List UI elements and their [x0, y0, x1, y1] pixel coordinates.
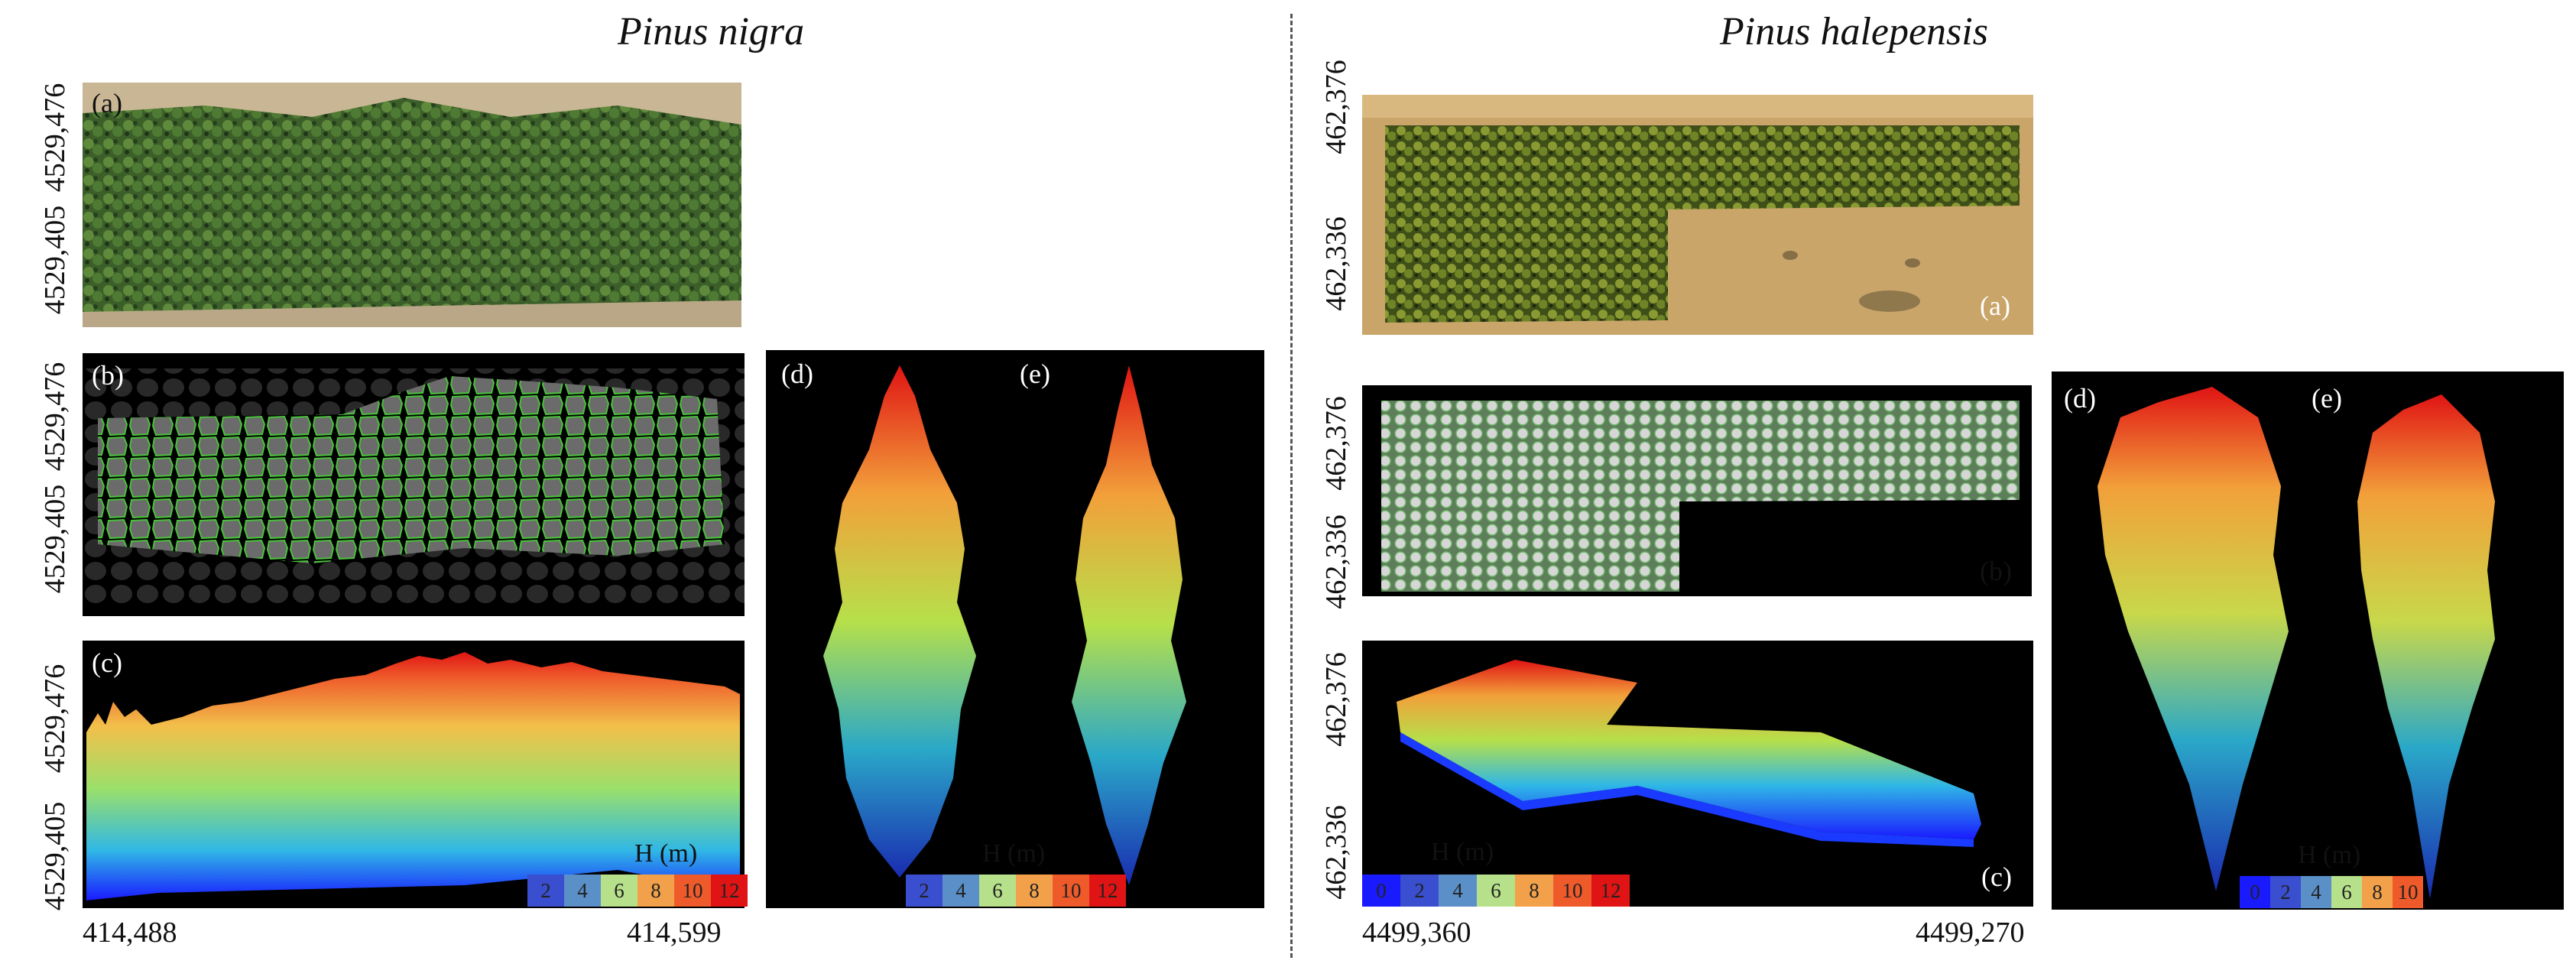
nigra-tree-e	[1072, 365, 1186, 885]
legend-cell: 12	[711, 875, 748, 907]
halepensis-label-b: (b)	[1980, 556, 2012, 586]
halepensis-orthophoto-panel: (a)	[1362, 95, 2033, 335]
halepensis-tree-height-legend: H (m) 0 2 4 6 8 10	[2240, 841, 2446, 911]
legend-cell: 4	[942, 875, 979, 907]
nigra-label-a: (a)	[92, 88, 122, 118]
nigra-c-ytop: 4529,476	[39, 664, 71, 774]
legend-cell: 12	[1591, 875, 1630, 907]
halepensis-a-ybottom: 462,336	[1320, 216, 1352, 311]
section-divider	[1290, 14, 1293, 958]
halepensis-x-left: 4499,360	[1362, 917, 1471, 949]
halepensis-label-d: (d)	[2064, 383, 2096, 414]
legend-cell: 10	[1053, 875, 1089, 907]
nigra-3d-height-legend: H (m) 2 4 6 8 10 12	[520, 839, 749, 910]
halepensis-tree-pointcloud-panel: (d) (e)	[2052, 372, 2564, 910]
nigra-x-right: 414,599	[627, 917, 722, 949]
legend-cell: 2	[527, 875, 564, 907]
title-pinus-nigra: Pinus nigra	[618, 10, 805, 54]
nigra-b-ybottom: 4529,405	[39, 484, 71, 594]
halepensis-label-a: (a)	[1980, 290, 2010, 321]
legend-cell: 0	[1362, 875, 1400, 907]
legend-cell: 4	[564, 875, 601, 907]
legend-cell: 2	[2270, 876, 2301, 908]
legend-cell: 6	[2331, 876, 2362, 908]
nigra-3d-canopy-panel: (c)	[83, 641, 745, 908]
legend-cell: 10	[2393, 876, 2423, 908]
halepensis-c-ytop: 462,376	[1320, 652, 1352, 747]
nigra-label-c: (c)	[92, 647, 122, 678]
halepensis-b-ytop: 462,376	[1320, 396, 1352, 491]
nigra-label-b: (b)	[92, 360, 124, 391]
halepensis-segmentation-panel: (b)	[1362, 385, 2032, 596]
legend-title: H (m)	[634, 839, 698, 868]
title-pinus-halepensis: Pinus halepensis	[1720, 10, 1988, 54]
legend-cell: 12	[1089, 875, 1126, 907]
legend-cell: 8	[638, 875, 674, 907]
legend-cell: 4	[2301, 876, 2331, 908]
nigra-b-ytop: 4529,476	[39, 362, 71, 472]
halepensis-tree-d	[2097, 387, 2289, 891]
legend-cell: 8	[1515, 875, 1553, 907]
legend-cell: 6	[1477, 875, 1515, 907]
legend-cell: 6	[979, 875, 1016, 907]
nigra-tree-d	[823, 365, 976, 878]
halepensis-label-c: (c)	[1981, 862, 2012, 892]
legend-cell: 2	[906, 875, 942, 907]
nigra-label-e: (e)	[1020, 359, 1050, 389]
nigra-x-left: 414,488	[83, 917, 177, 949]
legend-title: H (m)	[1431, 838, 1494, 866]
legend-cell: 8	[1016, 875, 1053, 907]
halepensis-a-ytop: 462,376	[1320, 60, 1352, 154]
halepensis-b-ybottom: 462,336	[1320, 514, 1352, 609]
legend-title: H (m)	[982, 839, 1046, 868]
legend-cell: 10	[674, 875, 711, 907]
legend-cell: 8	[2362, 876, 2393, 908]
halepensis-tree-e	[2357, 394, 2495, 899]
halepensis-3d-height-legend: H (m) 0 2 4 6 8 10 12	[1362, 838, 1653, 908]
legend-cell: 6	[601, 875, 638, 907]
nigra-a-ybottom: 4529,405	[39, 205, 71, 315]
legend-cell: 10	[1553, 875, 1591, 907]
halepensis-label-e: (e)	[2312, 383, 2342, 414]
legend-cell: 0	[2240, 876, 2270, 908]
legend-cell: 2	[1400, 875, 1439, 907]
halepensis-3d-canopy-panel: (c)	[1362, 641, 2033, 907]
nigra-a-ytop: 4529,476	[39, 83, 71, 193]
nigra-tree-height-legend: H (m) 2 4 6 8 10 12	[906, 839, 1150, 910]
nigra-segmentation-panel: (b)	[83, 353, 745, 616]
legend-title: H (m)	[2298, 841, 2361, 869]
nigra-label-d: (d)	[781, 359, 813, 389]
nigra-c-ybottom: 4529,405	[39, 801, 71, 911]
legend-cell: 4	[1439, 875, 1477, 907]
halepensis-x-right: 4499,270	[1916, 917, 2025, 949]
nigra-tree-pointcloud-panel: (d) (e)	[766, 350, 1264, 908]
halepensis-c-ybottom: 462,336	[1320, 805, 1352, 900]
nigra-orthophoto-panel: (a)	[83, 83, 741, 327]
